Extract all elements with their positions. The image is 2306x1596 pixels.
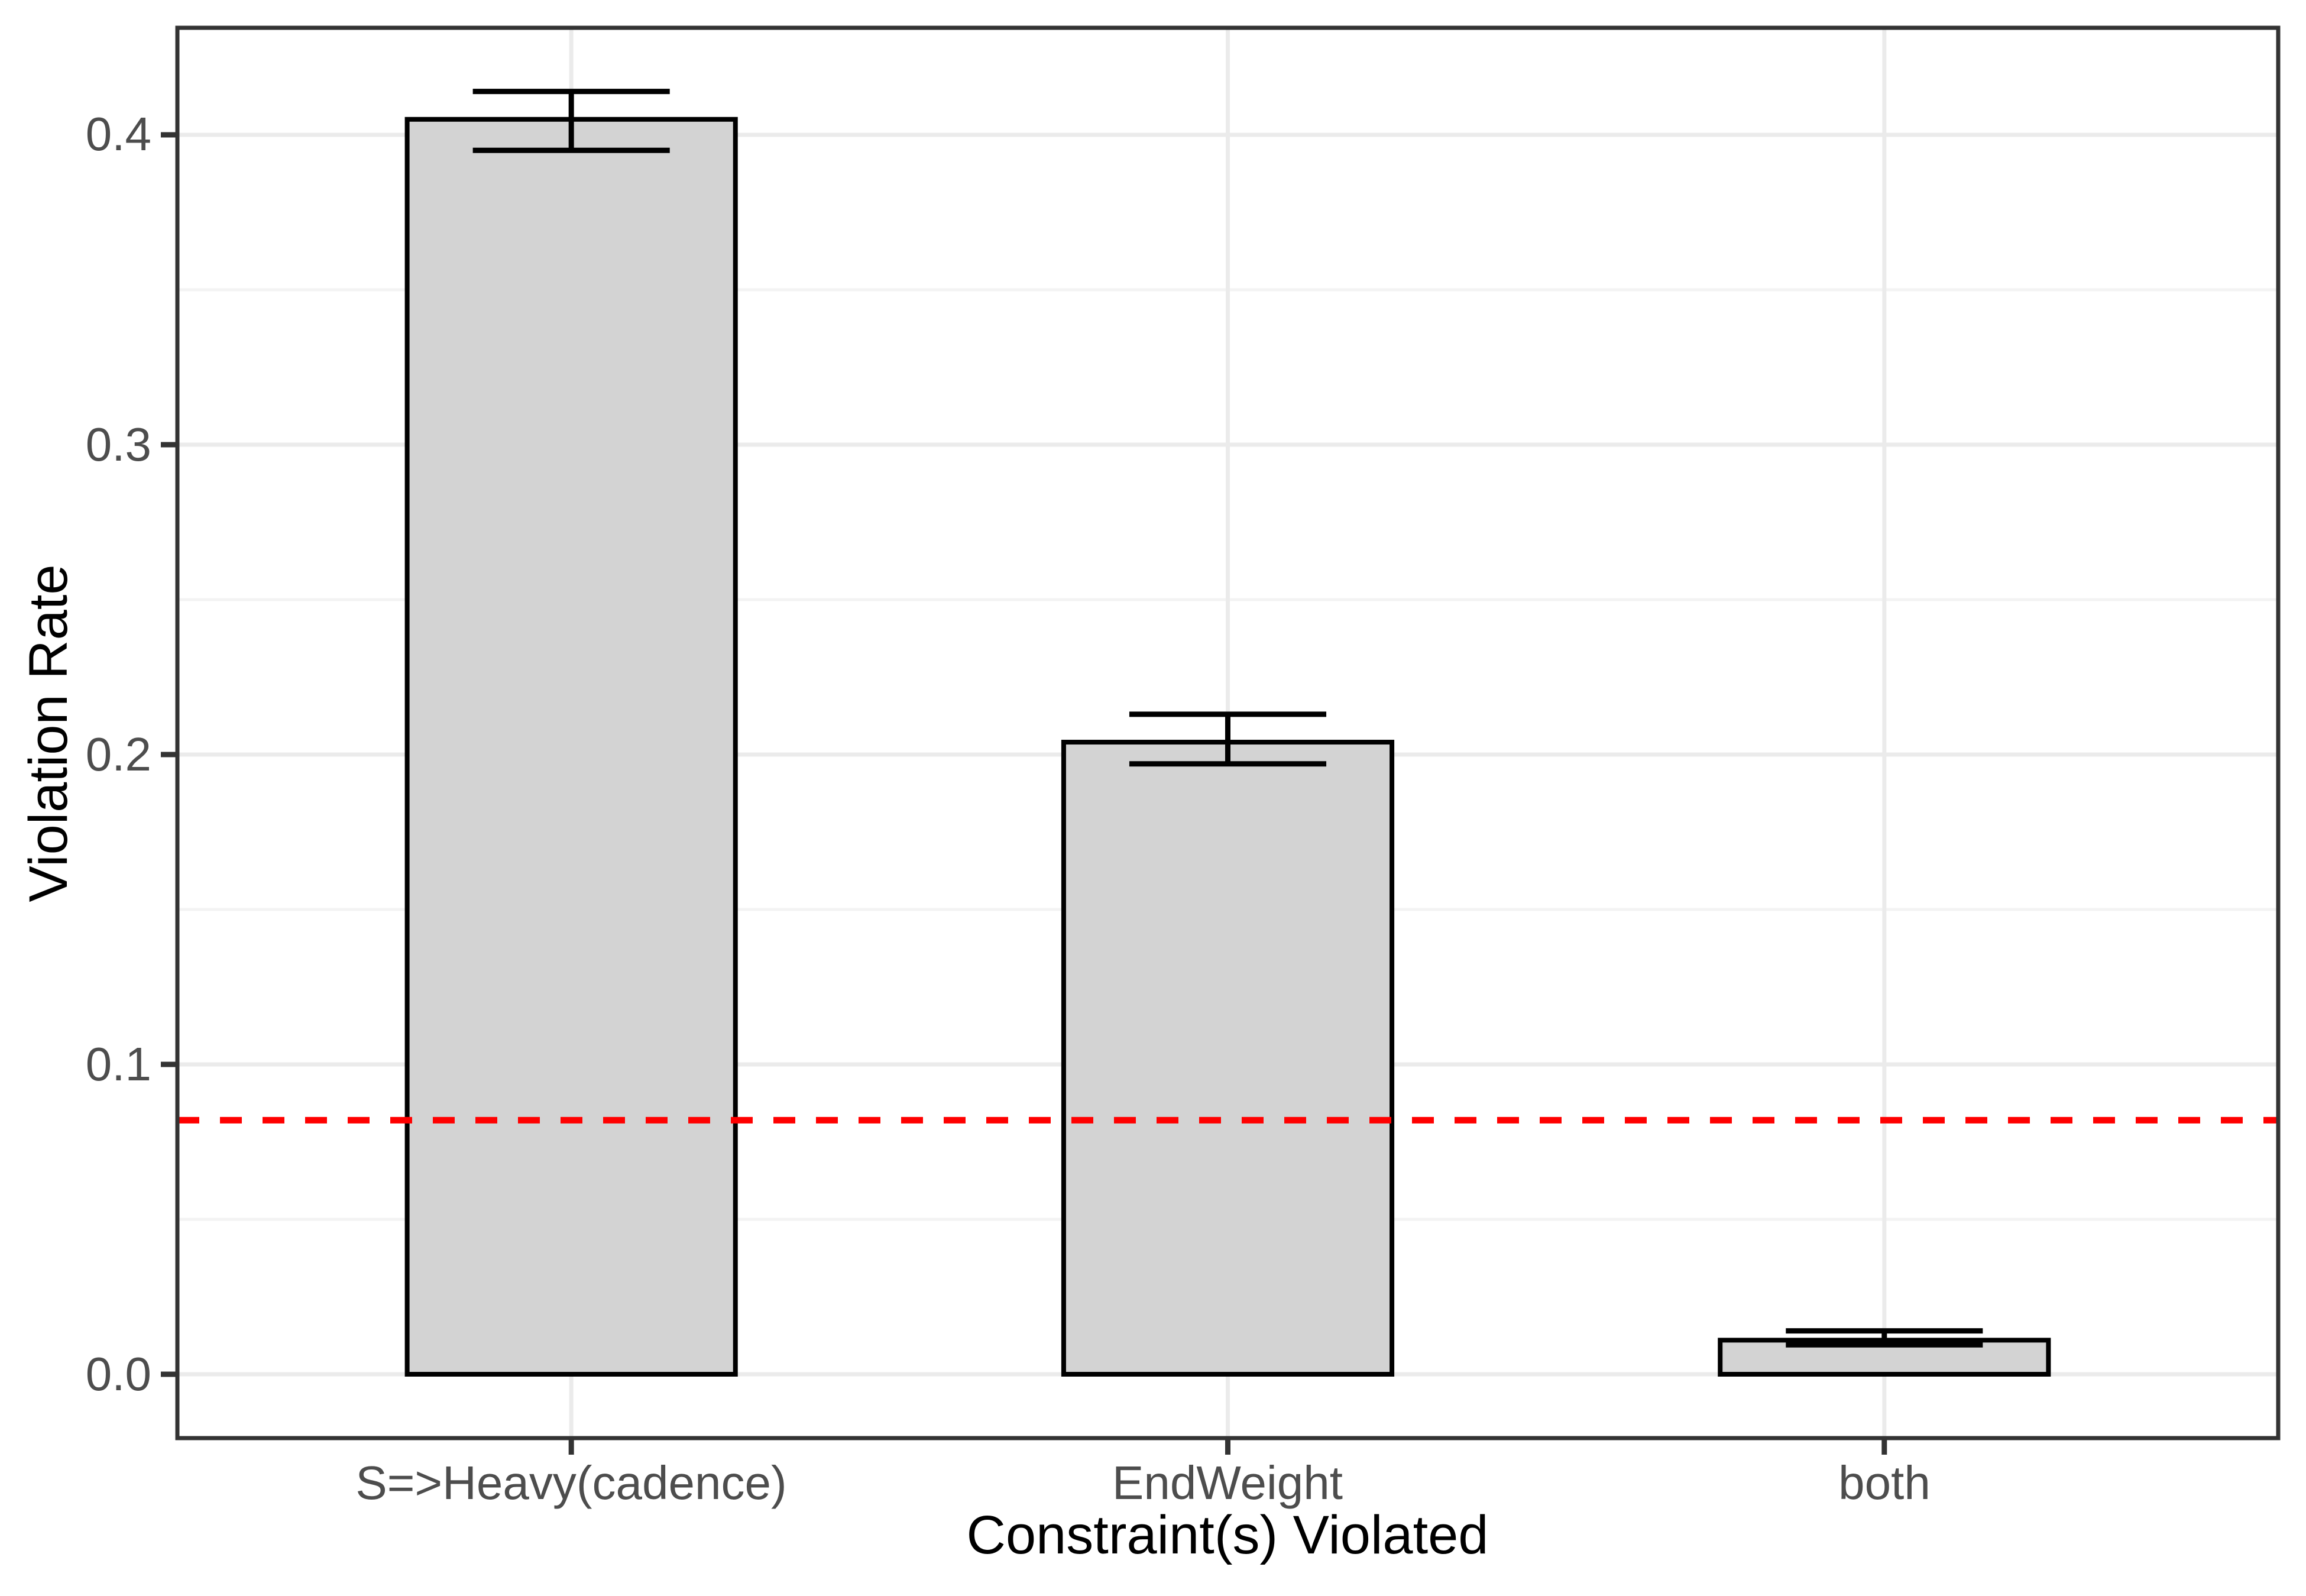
y-tick-label-0.2: 0.2 xyxy=(85,728,151,781)
x-tick-label-endweight: EndWeight xyxy=(1112,1456,1343,1509)
x-axis-title: Constraint(s) Violated xyxy=(966,1505,1489,1565)
y-axis-title: Violation Rate xyxy=(18,564,79,902)
bar xyxy=(1061,740,1395,1377)
y-tick-label-0.3: 0.3 xyxy=(85,418,151,471)
bar xyxy=(404,116,738,1377)
y-tick-label-0.1: 0.1 xyxy=(85,1038,151,1090)
x-tick-label-sheavy: S=>Heavy(cadence) xyxy=(355,1456,787,1509)
x-tick-label-both: both xyxy=(1838,1456,1931,1509)
y-tick-label-0.0: 0.0 xyxy=(85,1348,151,1400)
y-tick-label-0.4: 0.4 xyxy=(85,108,151,160)
